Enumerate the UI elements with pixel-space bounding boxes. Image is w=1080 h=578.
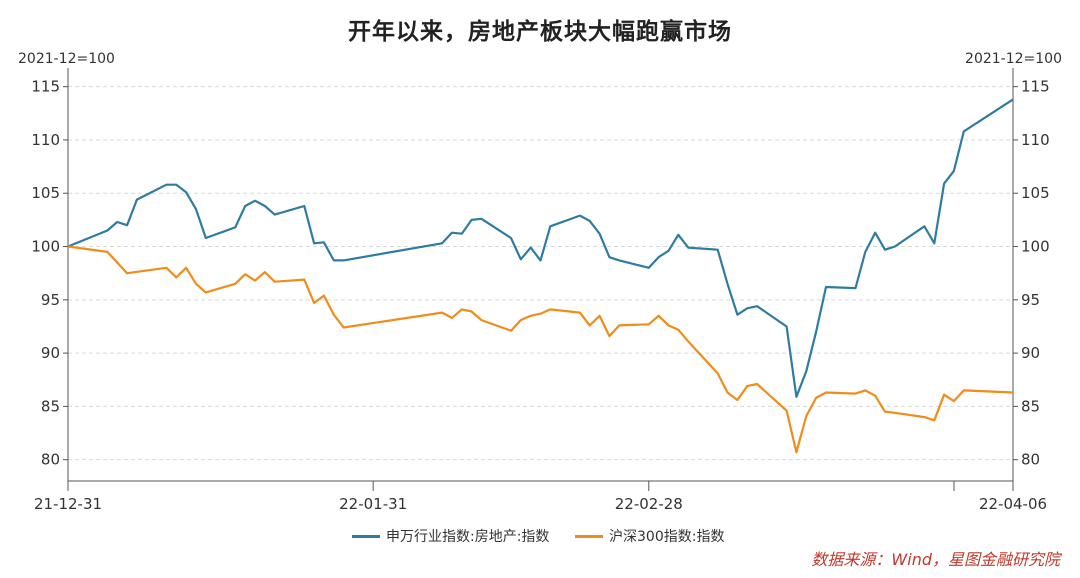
left-y-tick-label-100: 100 bbox=[31, 238, 60, 256]
legend-label-series-2: 沪深300指数:指数 bbox=[609, 529, 725, 545]
right-y-tick-label-105: 105 bbox=[1021, 184, 1050, 202]
right-y-tick-label-115: 115 bbox=[1021, 78, 1050, 96]
left-y-tick-label-90: 90 bbox=[41, 344, 60, 362]
x-tick-label-2: 22-02-28 bbox=[615, 495, 683, 513]
right-axis-unit-label: 2021-12=100 bbox=[965, 51, 1062, 67]
left-y-tick-label-115: 115 bbox=[31, 78, 60, 96]
grid-lines bbox=[68, 86, 1013, 461]
left-y-tick-label-80: 80 bbox=[41, 451, 60, 469]
right-y-tick-label-95: 95 bbox=[1021, 291, 1040, 309]
right-y-tick-label-110: 110 bbox=[1021, 131, 1050, 149]
left-y-tick-label-105: 105 bbox=[31, 184, 60, 202]
legend-item-series-2: 沪深300指数:指数 bbox=[575, 526, 724, 546]
left-y-tick-label-85: 85 bbox=[41, 397, 60, 415]
right-y-tick-label-85: 85 bbox=[1021, 397, 1040, 415]
right-y-tick-label-100: 100 bbox=[1021, 238, 1050, 256]
legend-label-series-1: 申万行业指数:房地产:指数 bbox=[386, 529, 550, 545]
left-y-tick-label-95: 95 bbox=[41, 291, 60, 309]
axes: 80 80 85 85 90 90 95 95 100 100 105 105 110 110 115 115… bbox=[31, 68, 1050, 513]
right-y-tick-label-90: 90 bbox=[1021, 344, 1040, 362]
chart-title: 开年以来，房地产板块大幅跑赢市场 bbox=[348, 19, 732, 45]
x-tick-label-0: 21-12-31 bbox=[34, 495, 102, 513]
right-y-tick-label-80: 80 bbox=[1021, 451, 1040, 469]
legend-swatch-series-1 bbox=[352, 534, 380, 538]
x-tick-label-1: 22-01-31 bbox=[339, 495, 407, 513]
left-axis-unit-label: 2021-12=100 bbox=[18, 51, 115, 67]
legend-swatch-series-2 bbox=[575, 534, 603, 538]
series-line-1 bbox=[67, 98, 1014, 398]
x-tick-label-3: 22-04-06 bbox=[979, 495, 1047, 513]
left-y-tick-label-110: 110 bbox=[31, 131, 60, 149]
series-lines bbox=[67, 98, 1014, 454]
legend-item-series-1: 申万行业指数:房地产:指数 bbox=[352, 526, 549, 546]
series-line-2 bbox=[67, 245, 1014, 454]
source-note: 数据来源：Wind，星图金融研究院 bbox=[811, 550, 1060, 569]
